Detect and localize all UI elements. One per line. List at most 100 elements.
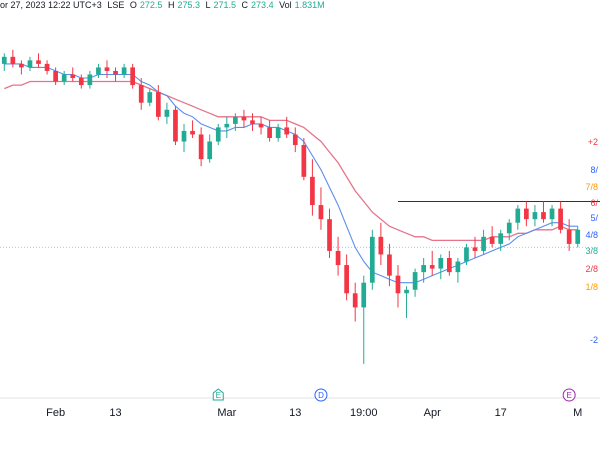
candle-body[interactable] xyxy=(310,176,315,206)
candle-body[interactable] xyxy=(164,109,170,117)
candle-body[interactable] xyxy=(147,92,153,103)
event-marker-text: E xyxy=(566,391,571,400)
candle-body[interactable] xyxy=(421,265,427,273)
candle-body[interactable] xyxy=(361,282,367,308)
candle-body[interactable] xyxy=(429,265,435,269)
candle-body[interactable] xyxy=(412,272,418,290)
level-label: 6/ xyxy=(590,198,598,208)
close-value: 273.4 xyxy=(251,0,274,10)
candle-body[interactable] xyxy=(10,56,16,64)
time-axis-label: 17 xyxy=(495,407,507,419)
dividend-icon[interactable] xyxy=(314,388,328,402)
candle-body[interactable] xyxy=(404,289,409,294)
candle-body[interactable] xyxy=(378,236,384,255)
candle-body[interactable] xyxy=(506,222,512,234)
candle-body[interactable] xyxy=(472,247,478,251)
candle-body[interactable] xyxy=(96,67,101,75)
candle-body[interactable] xyxy=(344,265,349,294)
candle-body[interactable] xyxy=(181,130,187,142)
candle-body[interactable] xyxy=(87,74,93,86)
candle-body[interactable] xyxy=(532,212,538,220)
event-marker-text: E xyxy=(216,391,221,400)
candle-body[interactable] xyxy=(121,67,127,75)
candle-body[interactable] xyxy=(207,141,213,160)
time-axis-label: 13 xyxy=(289,407,301,419)
candle-body[interactable] xyxy=(524,208,529,220)
high-value: 275.3 xyxy=(177,0,200,10)
candle-body[interactable] xyxy=(575,229,581,244)
candle-body[interactable] xyxy=(104,67,110,71)
header-exchange: LSE xyxy=(107,0,125,10)
level-label: 2/8 xyxy=(585,264,598,274)
candle-body[interactable] xyxy=(267,127,272,138)
event-marker-text: D xyxy=(318,391,324,400)
candle-body[interactable] xyxy=(173,109,178,142)
candle-body[interactable] xyxy=(566,229,572,244)
volume-value: 1.831M xyxy=(294,0,325,10)
candle-body[interactable] xyxy=(198,134,204,160)
candle-body[interactable] xyxy=(549,208,555,220)
candle-body[interactable] xyxy=(275,127,281,138)
level-label: +2 xyxy=(588,137,598,147)
candle-body[interactable] xyxy=(61,74,67,82)
candle-body[interactable] xyxy=(190,130,195,135)
time-axis-label: 19:00 xyxy=(350,407,378,419)
candle-body[interactable] xyxy=(515,208,521,223)
level-label: -2 xyxy=(590,335,598,345)
time-axis-label: Mar xyxy=(217,407,236,419)
candle-body[interactable] xyxy=(224,123,230,128)
time-axis-label: 13 xyxy=(109,407,121,419)
level-label: 5/ xyxy=(590,213,598,223)
candle-body[interactable] xyxy=(250,120,255,124)
candle-body[interactable] xyxy=(498,233,504,244)
earnings-icon[interactable] xyxy=(212,388,224,401)
level-label: 3/8 xyxy=(585,246,598,256)
candle-body[interactable] xyxy=(241,116,247,121)
volume-label: Vol xyxy=(279,0,292,10)
candle-body[interactable] xyxy=(1,56,7,64)
candle-body[interactable] xyxy=(455,261,461,273)
candle-body[interactable] xyxy=(387,254,392,276)
candle-body[interactable] xyxy=(446,258,452,273)
time-axis-label: Apr xyxy=(424,407,441,419)
level-label: 1/8 xyxy=(585,282,598,292)
low-value: 271.5 xyxy=(213,0,237,10)
candle-body[interactable] xyxy=(558,208,563,230)
candle-body[interactable] xyxy=(27,60,33,68)
candle-body[interactable] xyxy=(233,116,238,124)
candle-body[interactable] xyxy=(130,67,136,86)
level-label: 7/8 xyxy=(585,182,598,192)
candle-body[interactable] xyxy=(284,127,290,135)
split-icon[interactable] xyxy=(562,388,576,402)
candle-body[interactable] xyxy=(138,85,144,103)
candle-body[interactable] xyxy=(369,236,375,283)
candle-body[interactable] xyxy=(541,212,546,220)
candle-body[interactable] xyxy=(78,78,84,86)
candle-body[interactable] xyxy=(19,63,24,68)
candle-body[interactable] xyxy=(53,70,58,82)
ma-slow-line xyxy=(4,80,578,242)
candle-body[interactable] xyxy=(395,275,401,294)
candle-body[interactable] xyxy=(327,219,332,251)
candle-body[interactable] xyxy=(481,236,486,251)
candle-body[interactable] xyxy=(258,123,264,128)
candle-body[interactable] xyxy=(301,145,307,177)
symbol-header: or 27, 2023 12:22 UTC+3 LSE O 272.5 H 275.… xyxy=(0,0,328,14)
candle-body[interactable] xyxy=(155,92,161,117)
candle-body[interactable] xyxy=(464,247,469,262)
header-datetime: or 27, 2023 12:22 UTC+3 xyxy=(0,0,102,10)
low-label: L xyxy=(205,0,211,10)
candle-body[interactable] xyxy=(352,293,358,308)
candle-body[interactable] xyxy=(438,258,444,269)
candle-body[interactable] xyxy=(44,63,50,71)
high-label: H xyxy=(167,0,175,10)
candle-body[interactable] xyxy=(318,205,324,220)
candle-body[interactable] xyxy=(215,127,221,142)
candle-body[interactable] xyxy=(113,70,118,75)
candle-body[interactable] xyxy=(36,60,41,64)
candle-body[interactable] xyxy=(70,74,76,78)
candle-body[interactable] xyxy=(335,250,341,266)
candle-body[interactable] xyxy=(292,134,298,146)
candle-body[interactable] xyxy=(489,236,495,244)
